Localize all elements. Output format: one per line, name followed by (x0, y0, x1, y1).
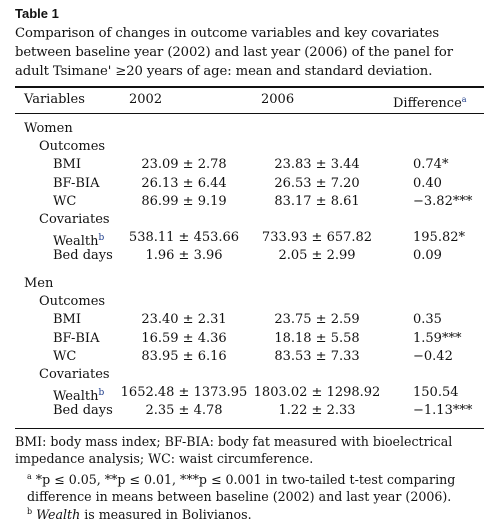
row-variable: BF-BIA (53, 331, 99, 347)
header-2006: 2006 (261, 92, 295, 107)
footnote-b-marker: b (27, 507, 33, 516)
row-difference: 0.40 (413, 175, 442, 191)
women-section-label: Women (24, 121, 73, 136)
row-value-2002: 538.11 ± 453.66 (128, 230, 240, 246)
row-variable: Bed days (53, 403, 113, 419)
men-section-label: Men (24, 276, 54, 291)
table-label: Table 1 (15, 6, 59, 21)
row-variable: WC (53, 194, 76, 210)
men-covariates-label: Covariates (39, 367, 110, 382)
row-difference: 150.54 (413, 385, 459, 401)
row-value-2006: 83.17 ± 8.61 (274, 193, 360, 209)
row-variable: Bed days (53, 248, 113, 264)
row-value-2002: 2.35 ± 4.78 (145, 403, 223, 419)
row-difference: −3.82*** (413, 193, 473, 209)
row-variable: BF-BIA (53, 176, 99, 192)
row-variable: BMI (53, 157, 81, 173)
row-difference: 0.09 (413, 248, 442, 264)
row-value-2006: 18.18 ± 5.58 (274, 330, 360, 346)
row-value-2002: 1.96 ± 3.96 (145, 248, 223, 264)
footnote-abbreviations: BMI: body mass index; BF-BIA: body fat m… (15, 434, 453, 466)
row-difference: 0.35 (413, 312, 442, 328)
row-variable-footnote-marker: b (98, 388, 105, 399)
row-variable: WC (53, 349, 76, 365)
row-variable-text: BMI (53, 157, 81, 173)
row-value-2006: 1803.02 ± 1298.92 (253, 385, 381, 401)
footnote-a: a *p ≤ 0.05, **p ≤ 0.01, ***p ≤ 0.001 in… (15, 468, 485, 505)
row-value-2006: 2.05 ± 2.99 (278, 248, 356, 264)
row-variable-text: Bed days (53, 403, 113, 419)
row-value-2006: 733.93 ± 657.82 (261, 230, 373, 246)
row-difference: 195.82* (413, 230, 465, 246)
header-difference: Differencea (393, 95, 467, 111)
row-value-2006: 83.53 ± 7.33 (274, 348, 360, 364)
row-variable-text: Bed days (53, 248, 113, 264)
row-value-2002: 26.13 ± 6.44 (141, 175, 227, 191)
row-variable: BMI (53, 312, 81, 328)
footnote-a-text: *p ≤ 0.05, **p ≤ 0.01, ***p ≤ 0.001 in t… (27, 472, 456, 504)
row-variable: Wealthb (53, 385, 104, 405)
row-variable-text: BF-BIA (53, 175, 100, 191)
header-difference-footnote-marker: a (461, 95, 467, 104)
row-variable-footnote-marker: b (98, 233, 105, 244)
row-difference: −0.42 (413, 348, 453, 364)
row-difference: 1.59*** (413, 330, 462, 346)
row-variable-text: BMI (53, 312, 81, 328)
footnote-b: b Wealth is measured in Bolivianos. (15, 503, 485, 523)
men-outcomes-label: Outcomes (39, 294, 106, 310)
row-value-2006: 26.53 ± 7.20 (274, 175, 360, 191)
row-value-2006: 23.83 ± 3.44 (274, 157, 360, 173)
row-difference: −1.13*** (413, 403, 473, 419)
row-value-2002: 1652.48 ± 1373.95 (120, 385, 248, 401)
bottom-rule (15, 428, 484, 429)
header-variables: Variables (24, 92, 85, 107)
row-difference: 0.74* (413, 157, 449, 173)
row-value-2002: 23.09 ± 2.78 (141, 157, 227, 173)
row-value-2006: 1.22 ± 2.33 (278, 403, 356, 419)
women-covariates-label: Covariates (39, 212, 110, 227)
women-outcomes-label: Outcomes (39, 139, 106, 155)
table-caption: Comparison of changes in outcome variabl… (15, 26, 453, 79)
row-value-2002: 23.40 ± 2.31 (141, 312, 227, 328)
row-variable-text: Wealth (53, 389, 99, 405)
top-rule (15, 86, 484, 88)
footnote-a-marker: a (27, 472, 32, 481)
row-variable-text: BF-BIA (53, 330, 100, 346)
footnote-b-text: is measured in Bolivianos. (80, 507, 252, 522)
row-variable-text: WC (53, 348, 77, 364)
row-variable-text: WC (53, 193, 77, 209)
row-value-2002: 16.59 ± 4.36 (141, 330, 227, 346)
header-2002: 2002 (129, 92, 163, 107)
footnote-b-italic: Wealth (36, 507, 81, 522)
row-value-2006: 23.75 ± 2.59 (274, 312, 360, 328)
row-value-2002: 83.95 ± 6.16 (141, 348, 227, 364)
row-variable-text: Wealth (53, 234, 99, 250)
row-value-2002: 86.99 ± 9.19 (141, 193, 227, 209)
row-variable: Wealthb (53, 230, 104, 250)
header-rule (15, 113, 484, 114)
